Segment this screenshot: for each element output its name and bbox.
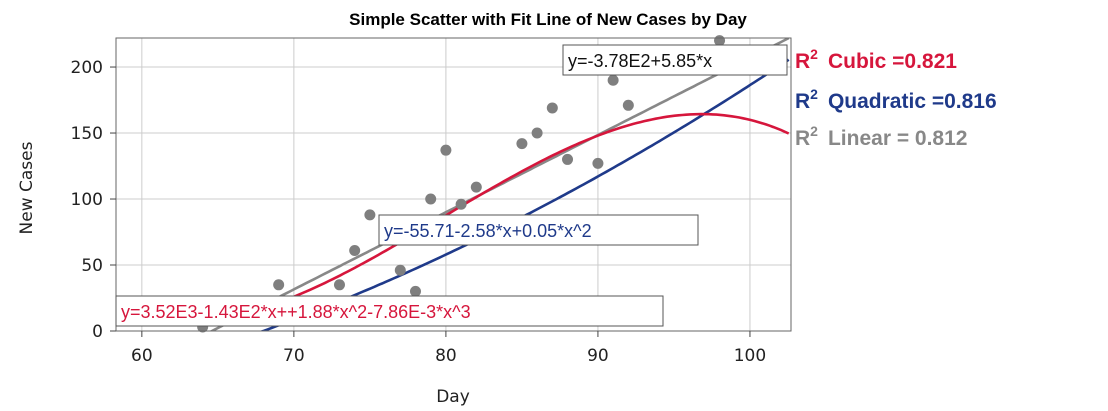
x-tick-label: 90 (587, 346, 609, 366)
data-point (409, 285, 421, 297)
cubic-r2-label: R2 Cubic =0.821 (795, 46, 957, 73)
data-point (455, 198, 467, 210)
cubic-equation-text: y=3.52E3-1.43E2*x++1.88*x^2-7.86E-3*x^3 (121, 302, 471, 322)
data-point (714, 35, 726, 47)
linear-equation-box (562, 44, 788, 76)
y-axis-ticks: 0 50 100 150 200 (71, 58, 116, 342)
plot-frame (115, 37, 792, 332)
x-tick-label: 100 (734, 346, 766, 366)
equation-boxes: y=-3.78E2+5.85*x y=-55.71-2.58*x+0.05*x^2… (115, 44, 788, 327)
x-axis-ticks: 60 70 80 90 100 (131, 331, 766, 366)
y-tick-label: 50 (81, 256, 103, 276)
linear-r2-label: R2 Linear = 0.812 (795, 123, 967, 150)
y-tick-label: 200 (71, 58, 103, 78)
data-point (607, 74, 619, 86)
quadratic-r2-label: R2 Quadratic =0.816 (795, 86, 997, 113)
quadratic-fit-line (259, 58, 790, 331)
data-point (364, 209, 376, 221)
quadratic-equation-box (378, 214, 699, 246)
data-point (425, 193, 437, 205)
data-point (333, 279, 345, 291)
x-tick-label: 80 (435, 346, 457, 366)
y-tick-label: 100 (71, 190, 103, 210)
linear-fit-line (209, 38, 790, 331)
data-points (197, 35, 726, 333)
y-tick-label: 0 (92, 322, 103, 342)
x-axis-label: Day (436, 387, 470, 407)
data-point (440, 144, 452, 156)
data-point (394, 264, 406, 276)
data-point (516, 138, 528, 150)
y-tick-label: 150 (71, 124, 103, 144)
chart-title: Simple Scatter with Fit Line of New Case… (349, 10, 747, 29)
data-point (562, 153, 574, 165)
x-tick-label: 60 (131, 346, 153, 366)
data-point (546, 102, 558, 114)
data-point (622, 99, 634, 111)
quadratic-equation-text: y=-55.71-2.58*x+0.05*x^2 (384, 221, 592, 241)
linear-equation-text: y=-3.78E2+5.85*x (568, 51, 712, 71)
data-point (349, 244, 361, 256)
r2-legend: R2 Cubic =0.821 R2 Quadratic =0.816 R2 Linear… (795, 46, 997, 150)
data-point (273, 279, 285, 291)
y-axis-label: New Cases (17, 141, 37, 234)
cubic-equation-box (115, 295, 664, 327)
fit-lines (116, 38, 790, 331)
data-point (470, 181, 482, 193)
x-tick-label: 70 (283, 346, 305, 366)
grid-lines (116, 38, 791, 332)
data-point (531, 127, 543, 139)
data-point (592, 157, 604, 169)
